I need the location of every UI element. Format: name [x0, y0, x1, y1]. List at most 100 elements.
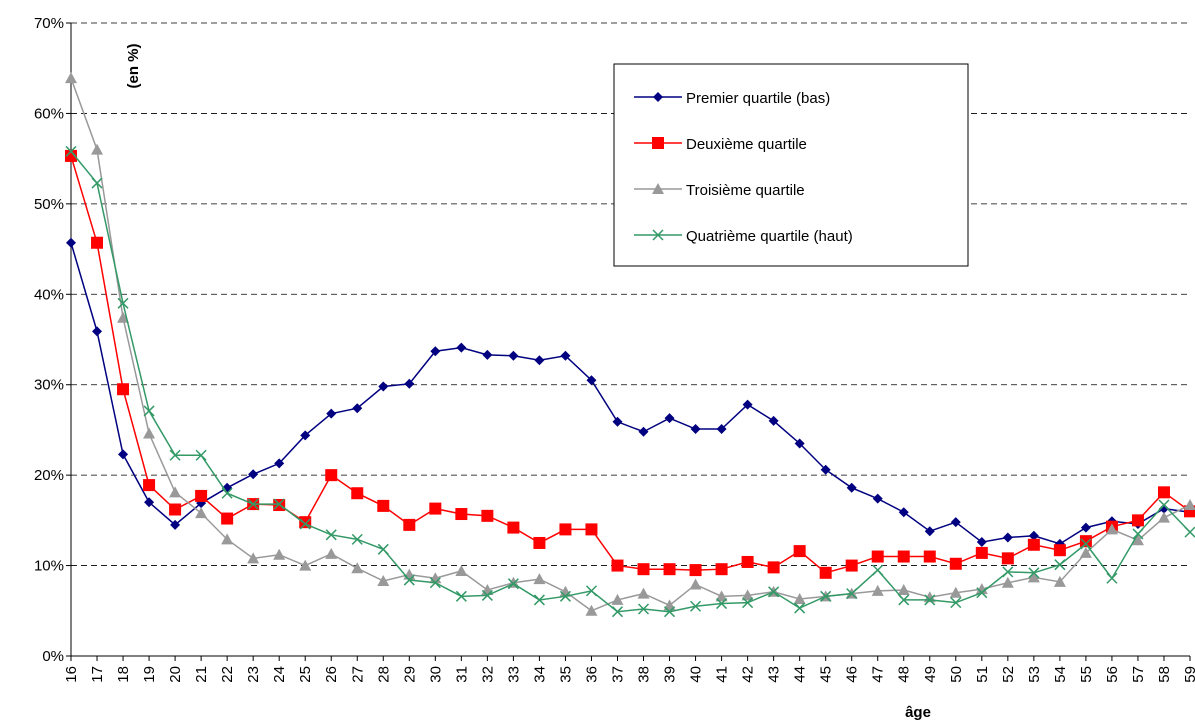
x-tick-label: 44: [792, 666, 809, 683]
marker: [793, 593, 806, 605]
marker: [663, 599, 676, 611]
marker: [638, 426, 649, 437]
marker: [1053, 544, 1066, 557]
x-tick-label: 17: [89, 666, 106, 683]
marker: [716, 424, 727, 435]
marker: [637, 587, 650, 599]
marker: [585, 585, 597, 597]
marker: [169, 449, 181, 461]
x-tick-label: 51: [974, 666, 991, 683]
marker: [976, 587, 988, 599]
x-tick-label: 37: [609, 666, 626, 683]
marker: [65, 72, 77, 84]
marker: [429, 502, 442, 515]
x-tick-label: 56: [1104, 666, 1121, 683]
marker: [221, 512, 234, 525]
marker: [1157, 486, 1170, 499]
marker: [897, 550, 910, 563]
marker: [508, 350, 519, 361]
marker: [169, 503, 182, 516]
marker: [248, 469, 259, 480]
marker: [1131, 514, 1144, 527]
marker: [559, 523, 572, 536]
marker: [689, 578, 702, 590]
x-tick-label: 38: [636, 666, 653, 683]
marker: [1131, 534, 1144, 546]
marker: [144, 497, 155, 508]
x-tick-label: 31: [453, 666, 470, 683]
marker: [404, 378, 415, 389]
x-tick-label: 18: [115, 666, 132, 683]
marker: [652, 183, 664, 194]
marker: [664, 413, 675, 424]
marker: [351, 533, 363, 545]
marker: [455, 508, 468, 521]
marker: [846, 588, 858, 600]
marker: [1027, 538, 1040, 551]
marker: [117, 311, 130, 323]
marker: [143, 479, 156, 492]
marker: [1080, 522, 1091, 533]
marker: [65, 149, 77, 162]
marker: [1027, 571, 1040, 583]
x-tick-label: 48: [896, 666, 913, 683]
y-axis-label: (en %): [125, 43, 142, 88]
marker: [794, 438, 805, 449]
marker: [274, 458, 285, 469]
marker: [637, 603, 650, 615]
x-tick-label: 22: [219, 666, 236, 683]
x-tick-label: 28: [375, 666, 392, 683]
x-tick-label: 54: [1052, 666, 1069, 683]
marker: [663, 563, 676, 576]
x-tick-label: 46: [844, 666, 861, 683]
x-tick-label: 45: [818, 666, 835, 683]
marker: [352, 403, 363, 414]
marker: [221, 487, 233, 499]
marker: [793, 545, 806, 558]
marker: [976, 537, 987, 548]
marker: [585, 604, 598, 616]
marker: [430, 346, 441, 357]
marker: [586, 375, 597, 386]
marker: [664, 606, 676, 618]
marker: [91, 236, 104, 249]
marker: [299, 559, 312, 571]
x-tick-label: 20: [167, 666, 184, 683]
marker: [975, 546, 988, 559]
marker: [65, 145, 77, 157]
marker: [1105, 523, 1118, 535]
marker: [92, 326, 103, 337]
x-tick-label: 25: [297, 666, 314, 683]
marker: [897, 583, 910, 595]
marker: [481, 509, 494, 522]
marker: [325, 529, 337, 541]
marker: [195, 507, 208, 519]
marker: [794, 602, 806, 614]
marker: [1028, 567, 1040, 579]
marker: [195, 449, 207, 461]
marker: [871, 550, 884, 563]
marker: [533, 594, 545, 606]
marker: [559, 590, 571, 602]
marker: [820, 590, 832, 602]
y-tick-label: 30%: [34, 377, 64, 394]
marker: [872, 564, 884, 576]
marker: [533, 573, 546, 585]
x-tick-label: 41: [714, 666, 731, 683]
x-tick-label: 29: [401, 666, 418, 683]
marker: [872, 493, 883, 504]
marker: [1158, 503, 1169, 514]
marker: [378, 381, 389, 392]
marker: [1002, 532, 1013, 543]
marker: [950, 517, 961, 528]
marker: [742, 597, 754, 609]
marker: [533, 536, 546, 549]
x-tick-label: 32: [479, 666, 496, 683]
x-tick-label: 23: [245, 666, 262, 683]
x-tick-label: 40: [688, 666, 705, 683]
x-tick-label: 26: [323, 666, 340, 683]
x-tick-label: 58: [1156, 666, 1173, 683]
marker: [300, 430, 311, 441]
marker: [455, 564, 468, 576]
marker: [351, 487, 364, 500]
